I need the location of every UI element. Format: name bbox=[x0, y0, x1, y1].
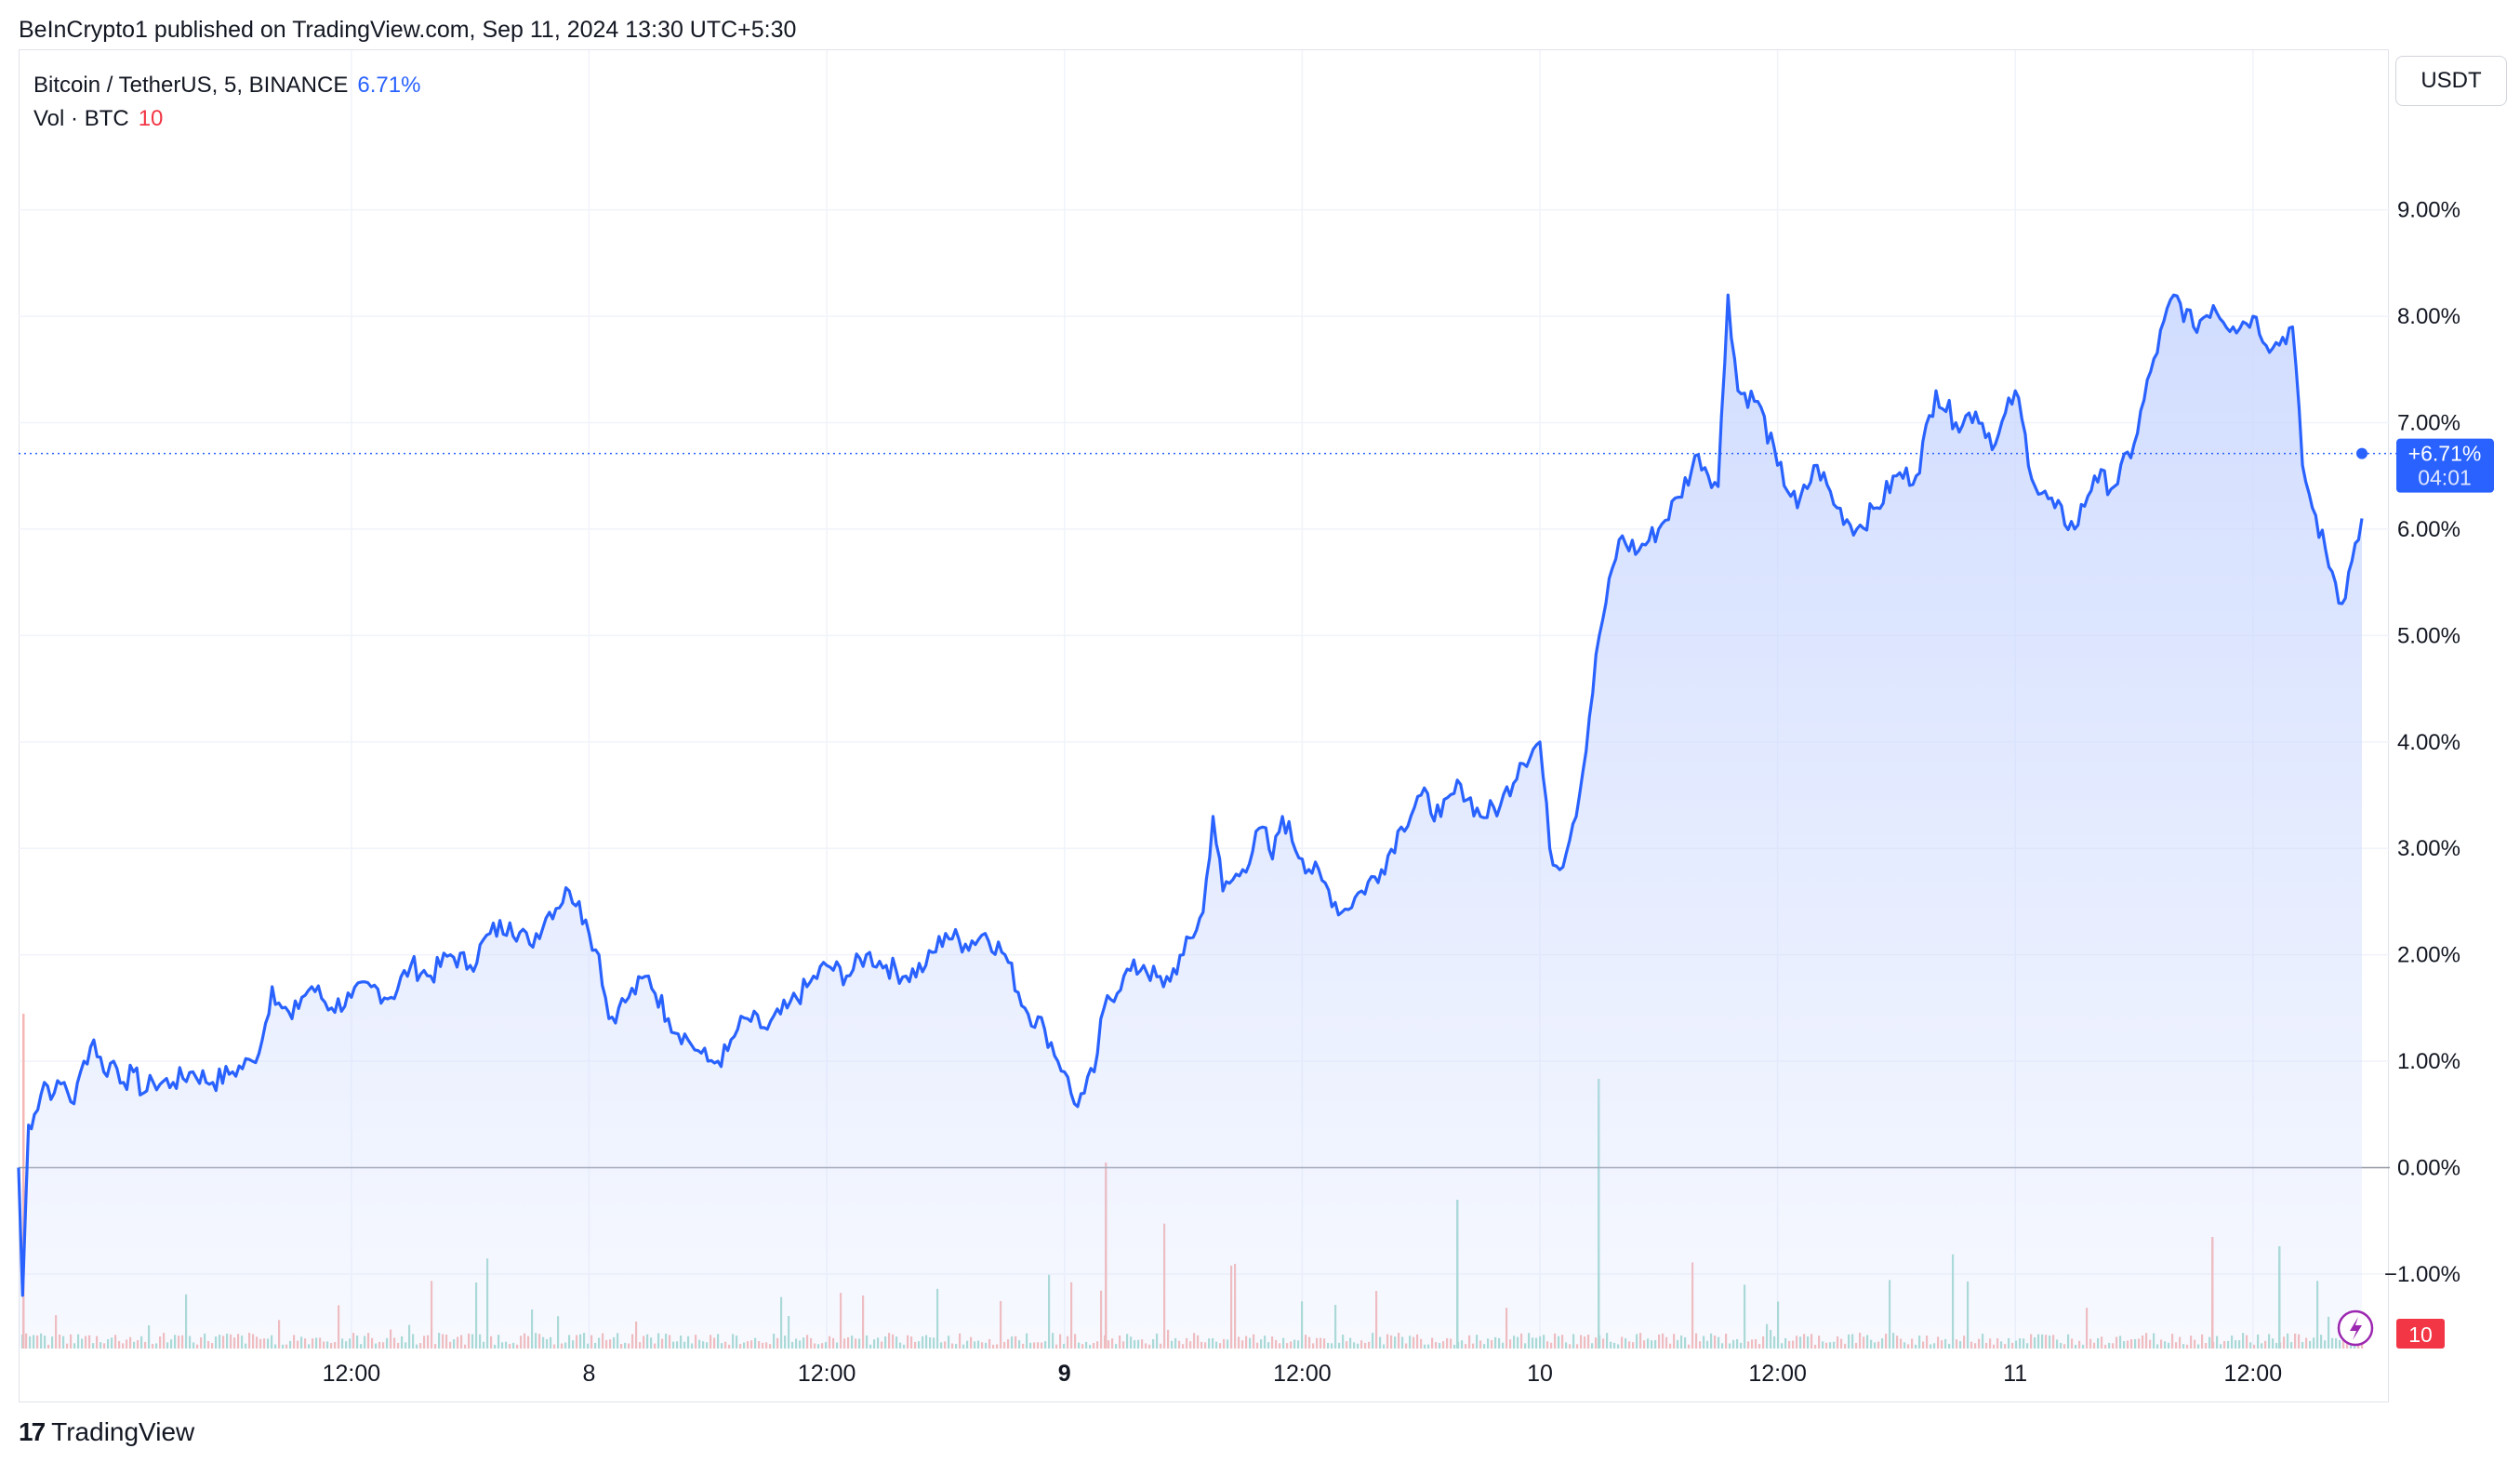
x-tick-label: 12:00 bbox=[2224, 1361, 2283, 1387]
x-tick-label: 8 bbox=[583, 1361, 596, 1387]
x-tick-label: 10 bbox=[1527, 1361, 1553, 1387]
price-line bbox=[17, 293, 2364, 1297]
published-caption: BeInCrypto1 published on TradingView.com… bbox=[19, 17, 797, 43]
y-tick-label: 4.00% bbox=[2397, 730, 2460, 755]
y-tick-label: 9.00% bbox=[2397, 198, 2460, 223]
x-tick-label: 12:00 bbox=[323, 1361, 381, 1387]
currency-button[interactable]: USDT bbox=[2395, 56, 2507, 106]
x-tick-label: 9 bbox=[1058, 1361, 1071, 1387]
price-tag: +6.71% 04:01 bbox=[2396, 438, 2494, 493]
volume-legend-row[interactable]: Vol · BTC 10 bbox=[33, 102, 420, 136]
price-area bbox=[19, 295, 2362, 1349]
y-axis: 9.00% 8.00% 7.00% 6.00% 5.00% 4.00% 3.00% 2.00%… bbox=[2384, 198, 2460, 1287]
symbol-legend-row[interactable]: Bitcoin / TetherUS, 5, BINANCE 6.71% bbox=[33, 69, 420, 102]
volume-label: Vol · BTC bbox=[33, 106, 129, 131]
plot-frame[interactable] bbox=[19, 49, 2389, 1402]
y-tick-label: 2.00% bbox=[2397, 943, 2460, 968]
volume-tag: 10 bbox=[2396, 1319, 2445, 1349]
x-axis: 12:00 8 12:00 9 12:00 10 12:00 11 12:00 bbox=[323, 1361, 2283, 1387]
x-tick-label: 12:00 bbox=[1273, 1361, 1332, 1387]
y-tick-label: 8.00% bbox=[2397, 304, 2460, 329]
last-price-dot bbox=[2356, 447, 2367, 459]
y-tick-label: −1.00% bbox=[2384, 1262, 2460, 1287]
price-tag-countdown: 04:01 bbox=[2418, 466, 2472, 490]
y-tick-label: 5.00% bbox=[2397, 623, 2460, 648]
symbol-name: Bitcoin / TetherUS, 5, BINANCE bbox=[33, 73, 349, 98]
chart-legend: Bitcoin / TetherUS, 5, BINANCE 6.71% Vol … bbox=[33, 69, 420, 136]
y-tick-label: 6.00% bbox=[2397, 517, 2460, 542]
x-tick-label: 11 bbox=[2003, 1361, 2027, 1387]
x-tick-label: 12:00 bbox=[798, 1361, 856, 1387]
y-tick-label: 3.00% bbox=[2397, 836, 2460, 861]
tradingview-logo[interactable]: 17 TradingView bbox=[19, 1417, 194, 1447]
x-tick-label: 12:00 bbox=[1748, 1361, 1807, 1387]
symbol-change: 6.71% bbox=[357, 73, 421, 98]
y-tick-label: 0.00% bbox=[2397, 1155, 2460, 1180]
price-tag-change: +6.71% bbox=[2408, 442, 2482, 466]
volume-bar bbox=[22, 1014, 25, 1349]
volume-tag-value: 10 bbox=[2408, 1322, 2433, 1347]
tradingview-logo-icon: 17 bbox=[19, 1417, 46, 1446]
volume-value: 10 bbox=[138, 106, 164, 131]
y-tick-label: 7.00% bbox=[2397, 410, 2460, 435]
y-tick-label: 1.00% bbox=[2397, 1049, 2460, 1074]
tradingview-brand: TradingView bbox=[51, 1417, 195, 1446]
lightning-icon[interactable] bbox=[2337, 1309, 2374, 1347]
